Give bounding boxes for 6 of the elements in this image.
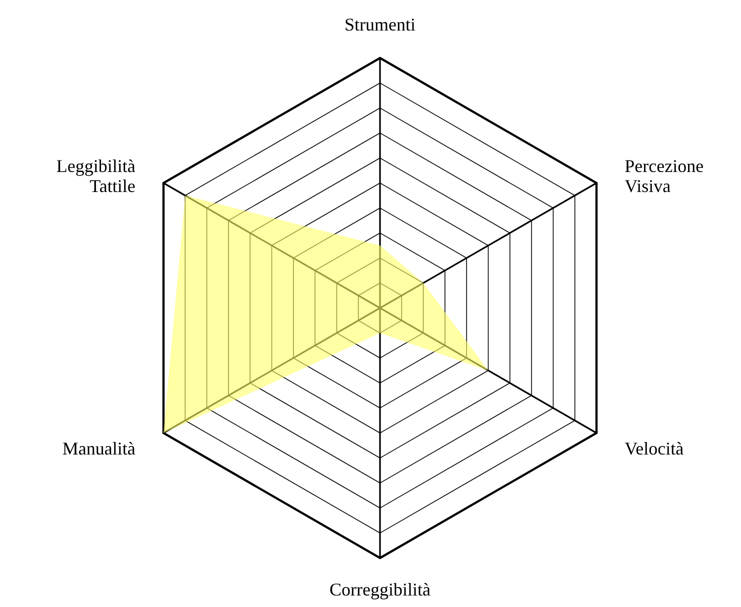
spoke-label: Strumenti	[344, 14, 416, 34]
spoke-label: Correggibilità	[330, 580, 430, 600]
spoke-label: Percezione Visiva	[624, 156, 704, 196]
spoke-label: Manualità	[62, 438, 136, 458]
spoke-label: Leggibilità Tattile	[56, 156, 136, 196]
spoke-label: Velocità	[624, 438, 684, 458]
